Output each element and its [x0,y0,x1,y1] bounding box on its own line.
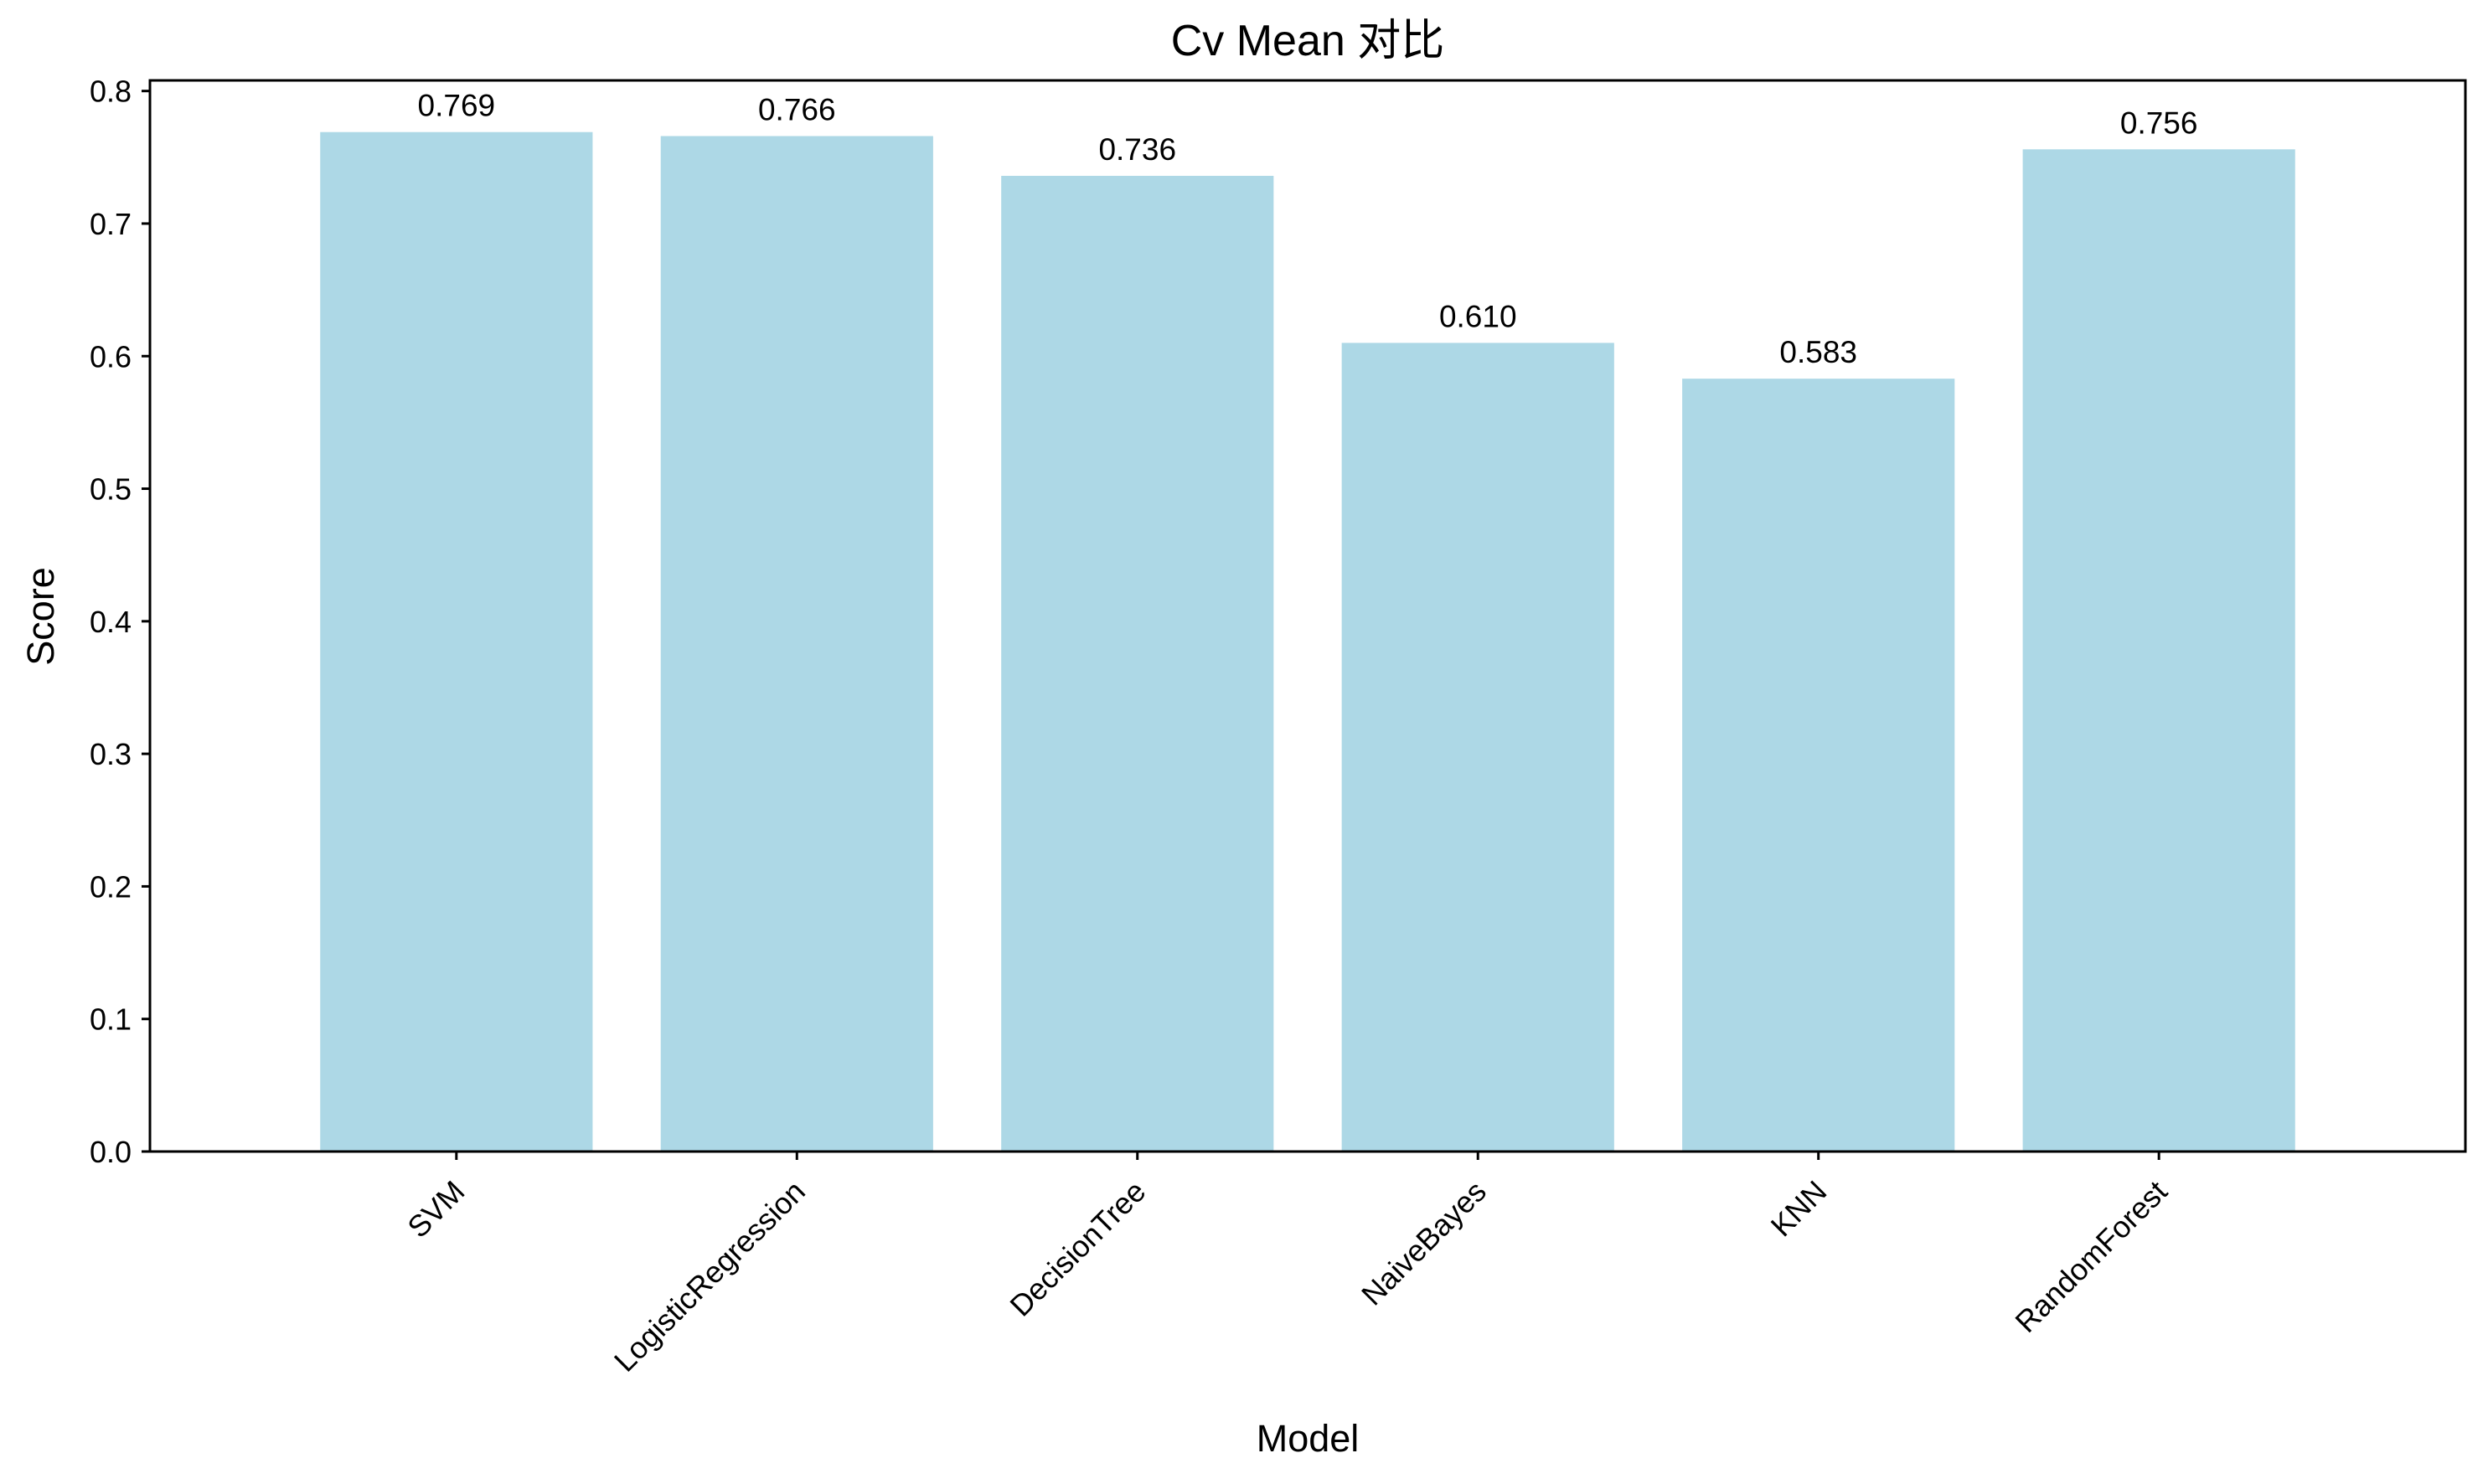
y-axis: 0.0 0.1 0.2 0.3 0.4 0.5 0.6 0.7 0.8 [90,75,150,1169]
data-label-randomforest: 0.756 [2120,106,2198,140]
chart-title: Cv Mean 对比 [1171,17,1445,65]
x-tick-label-svm: SVM [400,1174,471,1244]
y-axis-label: Score [19,567,62,666]
plot-frame [148,79,2467,1153]
x-tick-label-randomforest: RandomForest [2008,1174,2173,1339]
y-tick-label: 0.1 [90,1002,132,1037]
x-tick-label-naivebayes: NaiveBayes [1355,1174,1493,1312]
x-tick-label-knn: KNN [1764,1174,1834,1244]
x-axis-label: Model [1257,1417,1360,1460]
y-tick-label: 0.6 [90,339,132,374]
x-tick-label-decisiontree: DecisionTree [1003,1174,1152,1323]
bar-decisiontree [1001,175,1274,1152]
bar-svm [320,131,593,1152]
bar-naivebayes [1341,343,1614,1152]
bar-knn [1682,379,1955,1152]
data-label-decisiontree: 0.736 [1098,132,1176,167]
y-tick-label: 0.0 [90,1135,132,1169]
bar-randomforest [2022,149,2295,1152]
y-tick-label: 0.8 [90,75,132,109]
x-tick-label-logisticregression: LogisticRegression [607,1174,812,1378]
data-label-logisticregression: 0.766 [758,92,836,126]
y-tick-label: 0.7 [90,207,132,241]
y-tick-label: 0.4 [90,605,132,639]
bar-logisticregression [660,136,933,1152]
data-label-naivebayes: 0.610 [1439,299,1517,333]
y-tick-label: 0.5 [90,472,132,507]
plot-area: 0.769 0.766 0.736 0.610 0.583 0.756 [320,89,2295,1152]
x-axis: SVM LogisticRegression DecisionTree NaiveBa… [400,1152,2174,1378]
y-tick-label: 0.2 [90,869,132,904]
data-label-svm: 0.769 [418,89,496,123]
y-tick-label: 0.3 [90,737,132,771]
data-label-knn: 0.583 [1779,335,1857,369]
